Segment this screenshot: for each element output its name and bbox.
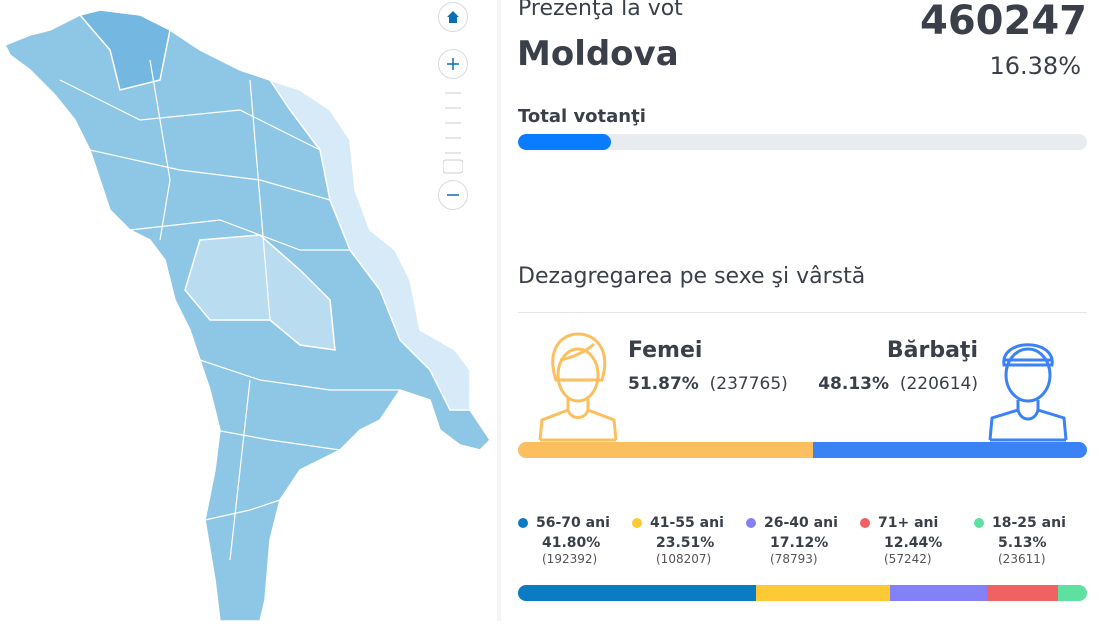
- age-group-percent: 23.51%: [656, 535, 715, 551]
- map-panel: [0, 0, 497, 622]
- age-legend-row: 26-40 ani: [746, 515, 866, 531]
- map-region-transnistria[interactable]: [268, 78, 471, 411]
- section-title: Dezagregarea pe sexe şi vârstă: [518, 264, 866, 289]
- zoom-slider[interactable]: [443, 90, 463, 180]
- age-group-percent: 17.12%: [770, 535, 829, 551]
- gender-bar-track: [518, 442, 1087, 458]
- total-bar-fill: [518, 134, 612, 150]
- total-votes: 460247: [920, 0, 1087, 44]
- male-percent: 48.13%: [818, 374, 890, 394]
- minus-icon: [447, 194, 459, 196]
- home-button[interactable]: [438, 2, 468, 32]
- age-group-count: (57242): [884, 552, 932, 566]
- age-bar-segment: [987, 585, 1058, 601]
- male-stats: 48.13% (220614): [818, 374, 978, 394]
- age-group-count: (78793): [770, 552, 818, 566]
- age-bar-segment: [518, 585, 756, 601]
- age-legend-dot: [974, 518, 984, 528]
- divider: [518, 312, 1087, 313]
- turnout-percent: 16.38%: [989, 52, 1081, 80]
- age-legend-item: 26-40 ani 17.12% (78793): [746, 515, 866, 567]
- female-count: (237765): [709, 374, 788, 394]
- age-group-percent: 41.80%: [542, 535, 601, 551]
- age-legend-row: 5.13% (23611): [998, 535, 1094, 567]
- age-legend-dot: [518, 518, 528, 528]
- age-group-name: 18-25 ani: [992, 515, 1066, 531]
- age-group-percent: 5.13%: [998, 535, 1047, 551]
- age-legend-dot: [860, 518, 870, 528]
- age-bar-segment: [1057, 585, 1087, 601]
- age-legend-row: 41-55 ani: [632, 515, 752, 531]
- age-legend-row: 12.44% (57242): [884, 535, 980, 567]
- age-legend-item: 71+ ani 12.44% (57242): [860, 515, 980, 567]
- male-count: (220614): [899, 374, 978, 394]
- age-legend-dot: [632, 518, 642, 528]
- female-stats: 51.87% (237765): [628, 374, 788, 394]
- map-borders: [59, 59, 400, 561]
- zoom-in-button[interactable]: [438, 49, 468, 79]
- map-region-chisinau[interactable]: [184, 234, 336, 351]
- age-legend-row: 56-70 ani: [518, 515, 638, 531]
- age-legend-row: 41.80% (192392): [542, 535, 638, 567]
- age-group-percent: 12.44%: [884, 535, 943, 551]
- age-group-name: 41-55 ani: [650, 515, 724, 531]
- zoom-out-button[interactable]: [438, 180, 468, 210]
- region-name: Moldova: [517, 34, 679, 74]
- age-bar-segment: [755, 585, 890, 601]
- age-legend-row: 17.12% (78793): [770, 535, 866, 567]
- bar-label: Total votanţi: [518, 106, 646, 127]
- age-bar-segment: [889, 585, 987, 601]
- total-bar-track: [518, 134, 1087, 150]
- subtitle: Prezenţa la vot: [518, 0, 683, 21]
- plus-icon: [447, 58, 459, 70]
- age-group-name: 71+ ani: [878, 515, 939, 531]
- map-region-north[interactable]: [78, 9, 171, 91]
- home-icon: [447, 11, 459, 23]
- age-group-name: 26-40 ani: [764, 515, 838, 531]
- age-group-count: (108207): [656, 552, 712, 566]
- age-legend-item: 18-25 ani 5.13% (23611): [974, 515, 1094, 567]
- age-legend-item: 41-55 ani 23.51% (108207): [632, 515, 752, 567]
- age-legend-item: 56-70 ani 41.80% (192392): [518, 515, 638, 567]
- female-label: Femei: [628, 338, 703, 363]
- female-percent: 51.87%: [628, 374, 699, 394]
- map: [3, 9, 491, 622]
- age-legend-row: 18-25 ani: [974, 515, 1094, 531]
- gender-bar-segment: [813, 442, 1087, 458]
- age-bar-track: [518, 585, 1087, 601]
- male-label: Bărbaţi: [886, 338, 978, 363]
- male-icon: [988, 343, 1068, 442]
- age-legend-row: 23.51% (108207): [656, 535, 752, 567]
- age-legend-dot: [746, 518, 756, 528]
- age-group-name: 56-70 ani: [536, 515, 610, 531]
- separator: [497, 0, 501, 621]
- gender-bar-segment: [518, 442, 814, 458]
- age-group-count: (23611): [998, 552, 1046, 566]
- age-legend-row: 71+ ani: [860, 515, 980, 531]
- age-group-count: (192392): [542, 552, 598, 566]
- female-icon: [538, 332, 618, 442]
